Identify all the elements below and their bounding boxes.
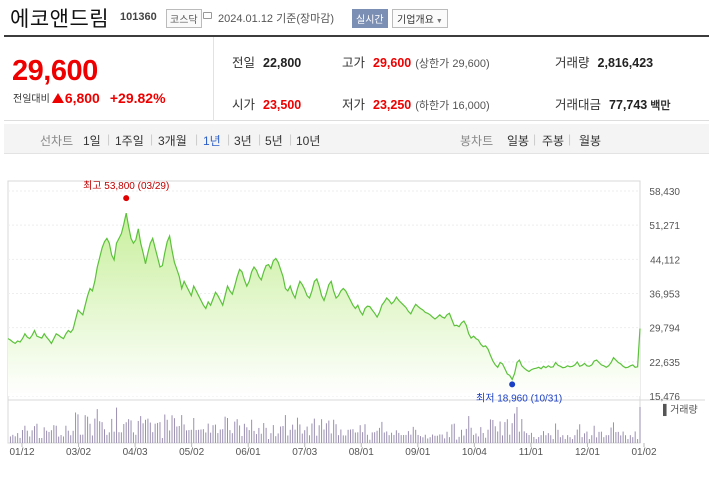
x-tick-label: 01/12	[9, 447, 34, 458]
amount-value: 77,743	[609, 98, 648, 112]
candle-monthly[interactable]: 월봉	[579, 134, 602, 148]
low-stat: 저가 23,250 (하한가 16,000)	[342, 94, 490, 113]
stock-header: 에코앤드림 101360 코스닥 2024.01.12 기준(장마감) 실시간 …	[0, 0, 709, 34]
x-tick-label: 12/01	[575, 447, 600, 458]
amount-stat: 거래대금 77,743 백만	[555, 94, 671, 113]
high-label: 고가	[342, 56, 366, 70]
stock-name: 에코앤드림	[10, 8, 110, 31]
amount-unit: 백만	[650, 100, 671, 112]
volume-axis-label: ▌거래량	[663, 403, 698, 417]
x-tick-label: 06/01	[236, 447, 261, 458]
divider: |	[195, 132, 199, 146]
price-area	[8, 213, 640, 396]
line-chart-label: 선차트	[40, 134, 74, 148]
period-1d[interactable]: 1일	[83, 134, 101, 148]
divider: |	[533, 132, 537, 146]
min-label: 최저 18,960 (10/31)	[476, 392, 562, 404]
current-price: 29,600	[12, 55, 98, 87]
x-tick-label: 01/02	[631, 447, 656, 458]
period-3y[interactable]: 3년	[234, 134, 252, 148]
prev-close-stat: 전일 22,800	[232, 52, 301, 71]
volume-stat: 거래량 2,816,423	[555, 52, 653, 71]
x-tick-label: 04/03	[123, 447, 148, 458]
high-value: 29,600	[373, 56, 412, 70]
upper-limit: (상한가 29,600)	[415, 58, 490, 70]
divider: |	[289, 132, 293, 146]
y-tick-label: 29,794	[649, 324, 680, 335]
y-tick-label: 58,430	[649, 187, 680, 198]
quote-date-value: 2024.01.12	[218, 13, 274, 25]
candle-daily[interactable]: 일봉	[507, 134, 530, 148]
change-label: 전일대비	[13, 94, 50, 105]
period-10y[interactable]: 10년	[296, 134, 321, 148]
company-info-label: 기업개요	[397, 15, 434, 26]
prev-close-value: 22,800	[263, 56, 302, 70]
period-1y[interactable]: 1년	[203, 134, 221, 148]
divider: |	[227, 132, 231, 146]
current-price-panel: 29,600 전일대비 6,800 +29.82%	[4, 37, 214, 121]
divider: |	[568, 132, 572, 146]
period-1w[interactable]: 1주일	[115, 134, 144, 148]
candle-weekly[interactable]: 주봉	[542, 134, 565, 148]
volume-value: 2,816,423	[597, 56, 654, 70]
x-tick-label: 08/01	[349, 447, 374, 458]
price-chart: 58,430 51,271 44,112 36,953 29,794 22,635 15,4…	[0, 155, 709, 486]
low-label: 저가	[342, 98, 366, 112]
chart-svg: 58,430 51,271 44,112 36,953 29,794 22,635 15,4…	[7, 180, 705, 458]
price-line	[7, 212, 641, 381]
quote-date: 2024.01.12 기준(장마감)	[218, 10, 334, 26]
x-tick-label: 10/04	[462, 447, 487, 458]
open-value: 23,500	[263, 98, 302, 112]
market-badge: 코스닥	[166, 9, 202, 28]
low-value: 23,250	[373, 98, 412, 112]
price-summary: 29,600 전일대비 6,800 +29.82% 전일 22,800 고가 29,60…	[4, 35, 709, 121]
candle-chart-label: 봉차트	[460, 134, 494, 148]
realtime-button[interactable]: 실시간	[352, 9, 388, 28]
y-tick-label: 44,112	[650, 255, 680, 266]
stock-code: 101360	[120, 11, 157, 23]
price-change: 전일대비 6,800 +29.82%	[13, 90, 166, 106]
company-info-dropdown[interactable]: 기업개요 ▼	[392, 9, 448, 28]
chevron-down-icon: ▼	[435, 18, 443, 25]
divider: |	[150, 132, 154, 146]
lower-limit: (하한가 16,000)	[415, 100, 490, 112]
x-tick-label: 09/01	[405, 447, 430, 458]
period-5y[interactable]: 5년	[265, 134, 283, 148]
quote-basis: 기준(장마감)	[276, 13, 335, 25]
y-tick-label: 22,635	[649, 358, 680, 369]
y-tick-label: 15,476	[649, 392, 680, 403]
prev-close-label: 전일	[232, 56, 256, 70]
y-tick-label: 51,271	[649, 221, 680, 232]
change-value: 6,800	[64, 90, 100, 106]
volume-label: 거래량	[555, 56, 590, 70]
open-label: 시가	[232, 98, 256, 112]
x-tick-label: 11/01	[519, 447, 544, 458]
period-3m[interactable]: 3개월	[158, 134, 187, 148]
x-tick-label: 03/02	[66, 447, 91, 458]
amount-label: 거래대금	[555, 98, 602, 112]
open-stat: 시가 23,500	[232, 94, 301, 113]
x-tick-label: 07/03	[292, 447, 317, 458]
high-stat: 고가 29,600 (상한가 29,600)	[342, 52, 490, 71]
divider: |	[107, 132, 111, 146]
clipboard-icon[interactable]	[203, 12, 212, 19]
change-percent: +29.82%	[109, 90, 166, 106]
arrow-up-icon	[51, 93, 64, 103]
chart-period-bar: 선차트 1일 | 1주일 | 3개월 | 1년 | 3년 | 5년 | 10년 …	[4, 124, 709, 154]
min-marker	[509, 381, 516, 388]
y-tick-label: 36,953	[649, 290, 680, 301]
x-tick-label: 05/02	[179, 447, 204, 458]
max-label: 최고 53,800 (03/29)	[83, 180, 169, 192]
divider: |	[258, 132, 262, 146]
max-marker	[123, 195, 130, 202]
